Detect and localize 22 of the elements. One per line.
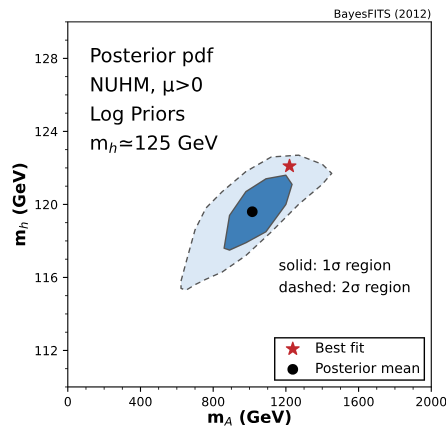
legend-label: Posterior mean	[316, 362, 419, 374]
y-tick-label: 116	[36, 272, 58, 282]
annotation: Log Priors	[92, 106, 184, 125]
x-tick-label: 0	[64, 396, 71, 406]
y-tick-label: 120	[36, 200, 58, 210]
x-tick-label: 800	[202, 396, 224, 406]
annotation: NUHM, μ>0	[92, 76, 202, 96]
x-axis-title: m$_{A}$ (GeV)	[208, 410, 290, 426]
annotation: m$_{h}$≃125 GeV	[91, 135, 218, 153]
y-tick-label: 112	[36, 346, 57, 356]
y-tick-label: 124	[36, 126, 58, 136]
annotation: solid: 1σ region	[279, 259, 390, 274]
annotation: Posterior pdf	[92, 47, 214, 66]
x-tick-label: 1600	[344, 396, 374, 406]
x-tick-label: 400	[129, 396, 152, 406]
legend-label: Best fit	[316, 342, 364, 353]
annotation: dashed: 2σ region	[279, 281, 410, 296]
y-axis-title: m$_{h}$ (GeV)	[12, 164, 28, 246]
x-tick-label: 2000	[416, 396, 446, 406]
x-tick-label: 1200	[271, 396, 301, 406]
y-tick-label: 128	[36, 54, 58, 64]
text: BayesFITS (2012)	[334, 9, 430, 20]
